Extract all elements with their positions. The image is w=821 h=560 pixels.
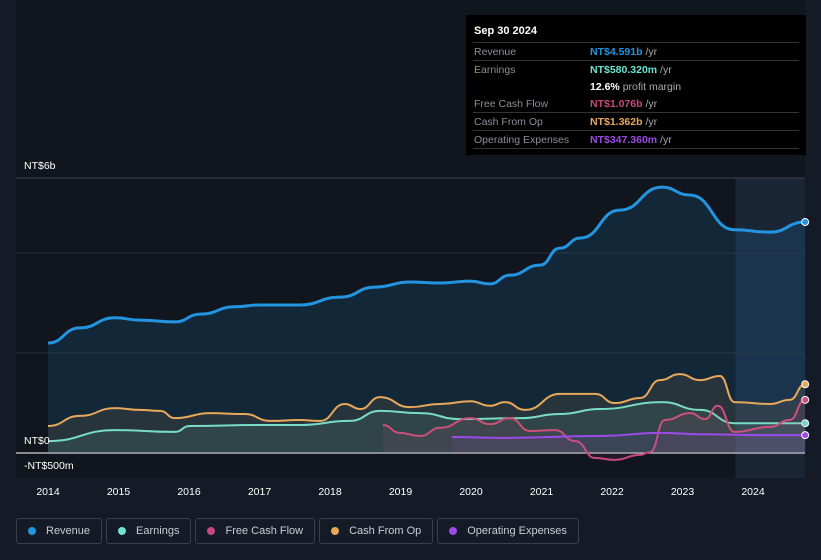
legend-label: Free Cash Flow	[225, 525, 304, 537]
tooltip-row: Free Cash Flow NT$1.076b /yr	[473, 95, 799, 113]
series-line-free-cash-flow	[382, 398, 806, 461]
legend-label: Earnings	[136, 525, 180, 537]
series-end-point	[801, 431, 810, 440]
legend-label: Operating Expenses	[467, 525, 567, 537]
legend: Revenue Earnings Free Cash Flow Cash Fro…	[16, 518, 579, 544]
series-end-point	[801, 395, 810, 404]
legend-label: Cash From Op	[349, 525, 422, 537]
legend-cash-from-op[interactable]: Cash From Op	[319, 518, 434, 544]
tooltip-row: Revenue NT$4.591b /yr	[473, 43, 799, 61]
y-tick-label: NT$0	[24, 435, 50, 447]
series-line-operating-expenses	[451, 431, 806, 439]
tooltip-value: NT$580.320m /yr	[590, 63, 672, 76]
x-tick-label: 2019	[388, 486, 413, 498]
tooltip-label: Operating Expenses	[474, 133, 570, 146]
tooltip-value: NT$347.360m /yr	[590, 133, 672, 146]
tooltip-label: Free Cash Flow	[474, 97, 549, 110]
x-tick-label: 2022	[600, 486, 624, 498]
x-tick-label: 2018	[318, 486, 342, 498]
legend-revenue[interactable]: Revenue	[16, 518, 103, 544]
tooltip-value: NT$1.362b /yr	[590, 115, 658, 128]
tooltip-date: Sep 30 2024	[473, 22, 799, 43]
tooltip-label: Revenue	[474, 45, 517, 58]
x-tick-label: 2024	[741, 486, 765, 498]
legend-label: Revenue	[46, 525, 91, 537]
forecast-region	[735, 178, 805, 478]
series-area	[382, 399, 806, 460]
cfo-dot-icon	[331, 527, 340, 535]
fcf-dot-icon	[207, 527, 216, 535]
x-tick-label: 2016	[177, 486, 201, 498]
y-tick-label: -NT$500m	[24, 460, 74, 472]
x-tick-label: 2020	[459, 486, 483, 498]
x-tick-label: 2014	[36, 486, 60, 498]
tooltip-value: NT$1.076b /yr	[590, 97, 658, 110]
tooltip-value: 12.6% profit margin	[590, 80, 682, 93]
tooltip-row: 12.6% profit margin	[473, 78, 799, 95]
x-tick-label: 2021	[529, 486, 554, 498]
series-area	[48, 187, 806, 453]
tooltip: Sep 30 2024 Revenue NT$4.591b /yr Earnings…	[466, 15, 806, 155]
earnings-dot-icon	[118, 527, 127, 535]
tooltip-row: Earnings NT$580.320m /yr	[473, 61, 799, 78]
series-end-point	[801, 218, 810, 227]
revenue-dot-icon	[28, 527, 36, 535]
y-tick-label: NT$6b	[24, 160, 56, 172]
series-line-revenue	[47, 185, 806, 345]
x-tick-label: 2017	[247, 486, 272, 498]
tooltip-row: Cash From Op NT$1.362b /yr	[473, 113, 799, 131]
x-tick-label: 2015	[106, 486, 131, 498]
tooltip-value: NT$4.591b /yr	[590, 45, 658, 58]
series-line-earnings	[47, 401, 806, 443]
opex-dot-icon	[449, 527, 458, 535]
tooltip-label: Earnings	[474, 63, 516, 76]
legend-earnings[interactable]: Earnings	[106, 518, 192, 544]
tooltip-row: Operating Expenses NT$347.360m /yr	[473, 131, 799, 149]
legend-operating-expenses[interactable]: Operating Expenses	[437, 518, 579, 544]
series-end-point	[801, 380, 810, 389]
series-area	[48, 402, 806, 453]
legend-free-cash-flow[interactable]: Free Cash Flow	[195, 518, 316, 544]
series-end-point	[801, 419, 810, 428]
series-line-cash-from-op	[47, 373, 806, 427]
tooltip-label: Cash From Op	[474, 115, 543, 128]
series-area	[48, 374, 806, 453]
x-tick-label: 2023	[670, 486, 695, 498]
